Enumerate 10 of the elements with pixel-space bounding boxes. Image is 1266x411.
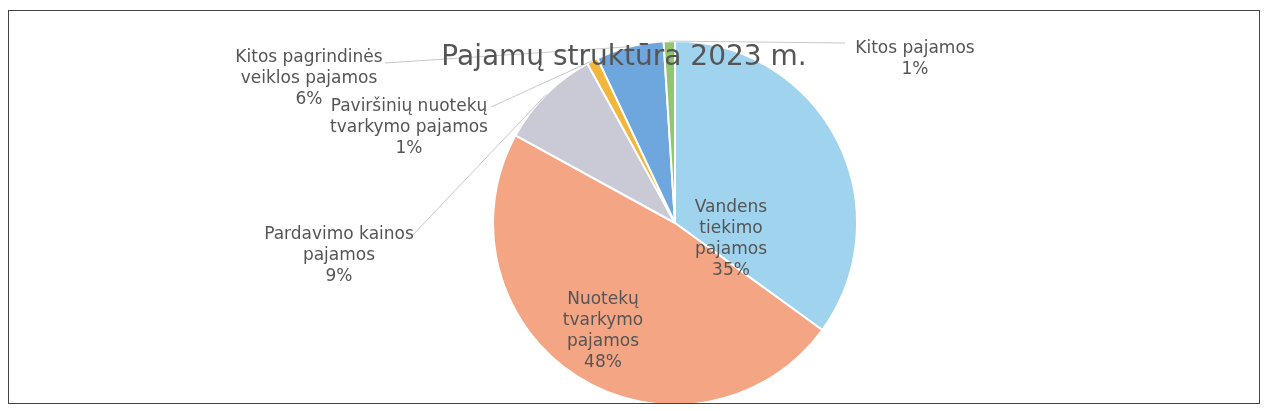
data-label: 9%: [325, 265, 353, 285]
data-label: 1%: [901, 57, 929, 78]
data-label: 1%: [395, 137, 423, 157]
slice-label: Nuotekų tvarkymo pajamos: [562, 287, 644, 350]
slice-label: Paviršinių nuotekų tvarkymo pajamos: [330, 95, 489, 136]
data-label: 48%: [584, 350, 622, 371]
slice-label: Pardavimo kainos pajamos: [264, 223, 414, 264]
slice-label: Kitos pajamos: [855, 36, 975, 57]
data-label: 6%: [295, 88, 323, 108]
slice-label: Kitos pagrindinės veiklos pajamos: [235, 46, 383, 87]
